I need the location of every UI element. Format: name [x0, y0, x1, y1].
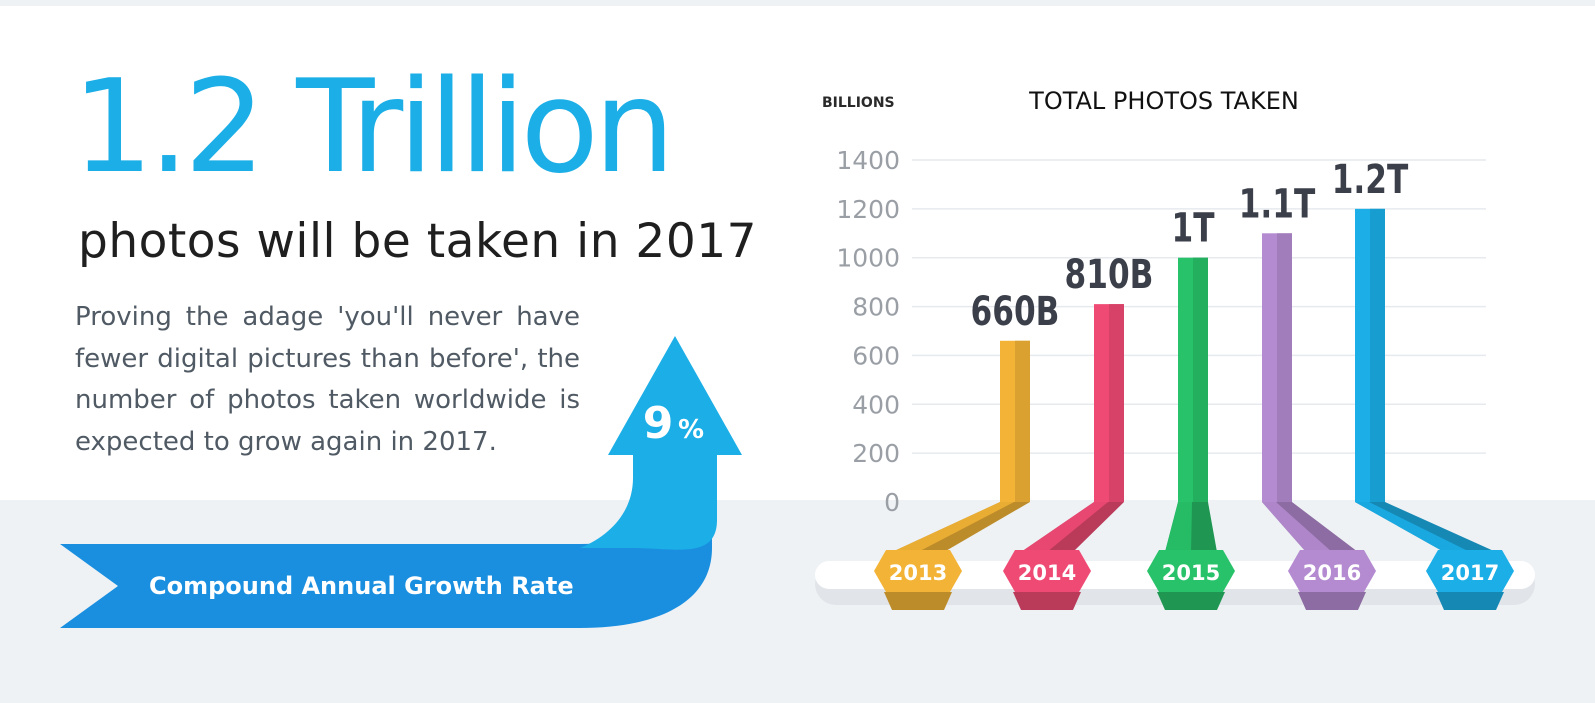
bar-group: [1355, 208, 1514, 610]
headline: 1.2 Trillion: [72, 53, 675, 202]
y-axis-label: BILLIONS: [822, 95, 895, 111]
y-tick-label: 1200: [836, 195, 900, 224]
bar-group: [1147, 257, 1235, 610]
bar-group: [1262, 233, 1376, 610]
bar-connector-face: [892, 502, 1014, 552]
data-label: 1T: [1172, 206, 1215, 252]
data-label: 1.1T: [1239, 182, 1316, 228]
growth-arrow-shaft: [580, 452, 717, 550]
bar-group: [1003, 304, 1124, 610]
year-tag-base: [884, 592, 952, 610]
bar-shade: [1277, 233, 1292, 503]
year-tag: [874, 550, 962, 592]
chart-title: TOTAL PHOTOS TAKEN: [1028, 87, 1299, 115]
year-tag-base: [1298, 592, 1366, 610]
subhead: photos will be taken in 2017: [78, 214, 758, 269]
growth-arrow-head: [608, 336, 742, 455]
bar-connector-face: [1165, 502, 1192, 552]
year-label: 2015: [1162, 561, 1220, 585]
y-tick-label: 200: [852, 439, 900, 468]
y-tick-label: 0: [884, 488, 900, 517]
year-tag: [1003, 550, 1091, 592]
top-strip: [0, 0, 1595, 6]
year-tag: [1147, 550, 1235, 592]
growth-unit: %: [678, 415, 704, 445]
data-label: 1.2T: [1332, 157, 1409, 203]
year-tag: [1288, 550, 1376, 592]
year-tag-base: [1013, 592, 1081, 610]
y-tick-label: 800: [852, 293, 900, 322]
body-text: Proving the adage 'you'll never have few…: [75, 302, 580, 457]
data-label: 660B: [971, 289, 1060, 335]
bar-connector-face: [1355, 502, 1470, 552]
bar-group: [874, 340, 1030, 610]
year-tag-base: [1157, 592, 1225, 610]
bar-shade: [1109, 304, 1124, 502]
growth-label: Compound Annual Growth Rate: [149, 572, 574, 600]
data-label: 810B: [1065, 252, 1154, 298]
year-label: 2014: [1018, 561, 1076, 585]
y-tick-label: 1400: [836, 146, 900, 175]
growth-value: 9: [643, 398, 674, 449]
year-tag-base: [1436, 592, 1504, 610]
bar-shade: [1193, 257, 1208, 502]
year-label: 2017: [1441, 561, 1499, 585]
growth-ribbon: [60, 470, 712, 628]
year-label: 2016: [1303, 561, 1361, 585]
growth-arrow-graphic: 9 % Compound Annual Growth Rate: [60, 336, 742, 628]
year-label: 2013: [889, 561, 947, 585]
bar-connector-face: [1262, 502, 1332, 552]
bar-shade: [1015, 340, 1030, 502]
bar-shade: [1370, 208, 1385, 502]
y-tick-label: 1000: [836, 244, 900, 273]
y-tick-label: 400: [852, 390, 900, 419]
y-tick-label: 600: [852, 341, 900, 370]
year-tag: [1426, 550, 1514, 592]
bar-connector-face: [1021, 502, 1108, 552]
